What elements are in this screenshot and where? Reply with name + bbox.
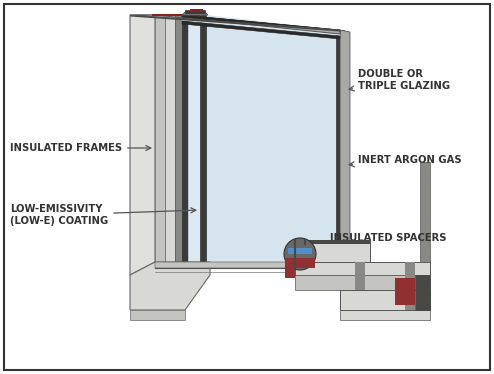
Polygon shape bbox=[395, 278, 415, 305]
Text: DOUBLE OR
TRIPLE GLAZING: DOUBLE OR TRIPLE GLAZING bbox=[349, 69, 450, 91]
Polygon shape bbox=[155, 15, 165, 262]
Polygon shape bbox=[206, 15, 340, 262]
Text: INSULATED SPACERS: INSULATED SPACERS bbox=[306, 233, 447, 253]
Circle shape bbox=[284, 238, 316, 270]
Polygon shape bbox=[285, 268, 295, 278]
Polygon shape bbox=[340, 30, 350, 262]
Polygon shape bbox=[340, 310, 430, 320]
Polygon shape bbox=[405, 262, 415, 310]
Polygon shape bbox=[295, 275, 430, 290]
Polygon shape bbox=[130, 15, 340, 31]
Polygon shape bbox=[190, 9, 203, 12]
Polygon shape bbox=[175, 15, 182, 262]
Polygon shape bbox=[182, 15, 188, 262]
Polygon shape bbox=[295, 240, 370, 262]
Polygon shape bbox=[295, 240, 370, 244]
Polygon shape bbox=[355, 262, 365, 290]
Polygon shape bbox=[200, 15, 206, 262]
Polygon shape bbox=[152, 14, 200, 16]
Polygon shape bbox=[182, 21, 340, 39]
Polygon shape bbox=[155, 262, 350, 268]
Polygon shape bbox=[182, 12, 208, 15]
Polygon shape bbox=[130, 15, 340, 34]
Polygon shape bbox=[415, 275, 430, 310]
Polygon shape bbox=[295, 262, 430, 275]
Polygon shape bbox=[182, 15, 340, 33]
Text: LOW-EMISSIVITY
(LOW-E) COATING: LOW-EMISSIVITY (LOW-E) COATING bbox=[10, 204, 196, 226]
Polygon shape bbox=[340, 290, 430, 310]
Text: INSULATED FRAMES: INSULATED FRAMES bbox=[10, 143, 151, 153]
Polygon shape bbox=[130, 15, 155, 275]
Polygon shape bbox=[288, 248, 312, 254]
Polygon shape bbox=[420, 162, 430, 262]
Polygon shape bbox=[182, 18, 340, 36]
Polygon shape bbox=[336, 30, 344, 262]
Polygon shape bbox=[165, 15, 175, 262]
Polygon shape bbox=[182, 15, 340, 34]
Polygon shape bbox=[285, 258, 315, 268]
Polygon shape bbox=[130, 310, 185, 320]
Polygon shape bbox=[185, 10, 205, 13]
Polygon shape bbox=[188, 15, 200, 262]
Text: INERT ARGON GAS: INERT ARGON GAS bbox=[349, 155, 461, 167]
Polygon shape bbox=[130, 262, 210, 310]
